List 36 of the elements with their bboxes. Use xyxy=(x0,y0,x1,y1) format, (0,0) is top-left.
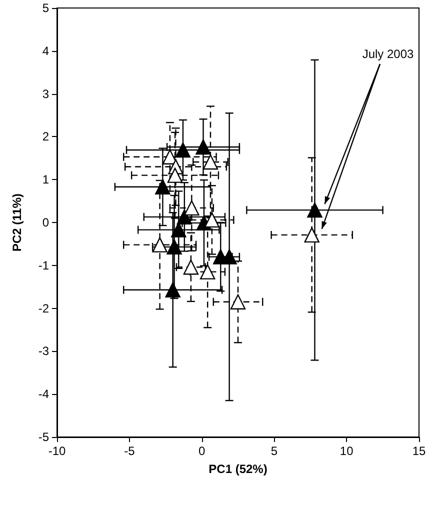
y-tick-label: 3 xyxy=(42,86,50,101)
point xyxy=(176,209,192,225)
y-tick-label: -3 xyxy=(38,344,50,358)
point xyxy=(196,139,211,155)
point xyxy=(183,260,199,275)
y-tick-label: -5 xyxy=(38,430,50,444)
y-axis-title: PC2 (11%) xyxy=(10,193,24,252)
point xyxy=(165,282,180,298)
point xyxy=(230,294,246,310)
y-tick-label: 4 xyxy=(42,44,50,58)
point xyxy=(202,154,218,170)
y-tick-label: -4 xyxy=(38,387,50,402)
x-tick-label: 0 xyxy=(198,444,206,458)
x-tick-label: -5 xyxy=(124,444,136,458)
point xyxy=(184,200,200,216)
point xyxy=(204,212,220,228)
y-tick-label: 2 xyxy=(42,130,50,144)
y-tick-label: 1 xyxy=(42,172,50,187)
annotation: July 2003 xyxy=(362,47,414,61)
point xyxy=(152,237,168,252)
x-tick-label: -10 xyxy=(48,444,66,458)
point xyxy=(167,168,183,183)
y-tick-label: -2 xyxy=(38,301,50,316)
y-tick-label: 0 xyxy=(42,216,50,230)
point xyxy=(166,239,182,255)
point xyxy=(222,249,237,264)
point xyxy=(307,202,322,218)
x-tick-label: 15 xyxy=(412,444,426,458)
point xyxy=(175,142,191,158)
point xyxy=(155,179,170,194)
x-axis-title: PC1 (52%) xyxy=(208,462,268,476)
y-tick-label: -1 xyxy=(38,258,50,272)
x-tick-label: 5 xyxy=(270,444,278,458)
x-tick-label: 10 xyxy=(340,444,354,458)
y-tick-label: 5 xyxy=(42,1,50,15)
point xyxy=(304,227,320,243)
